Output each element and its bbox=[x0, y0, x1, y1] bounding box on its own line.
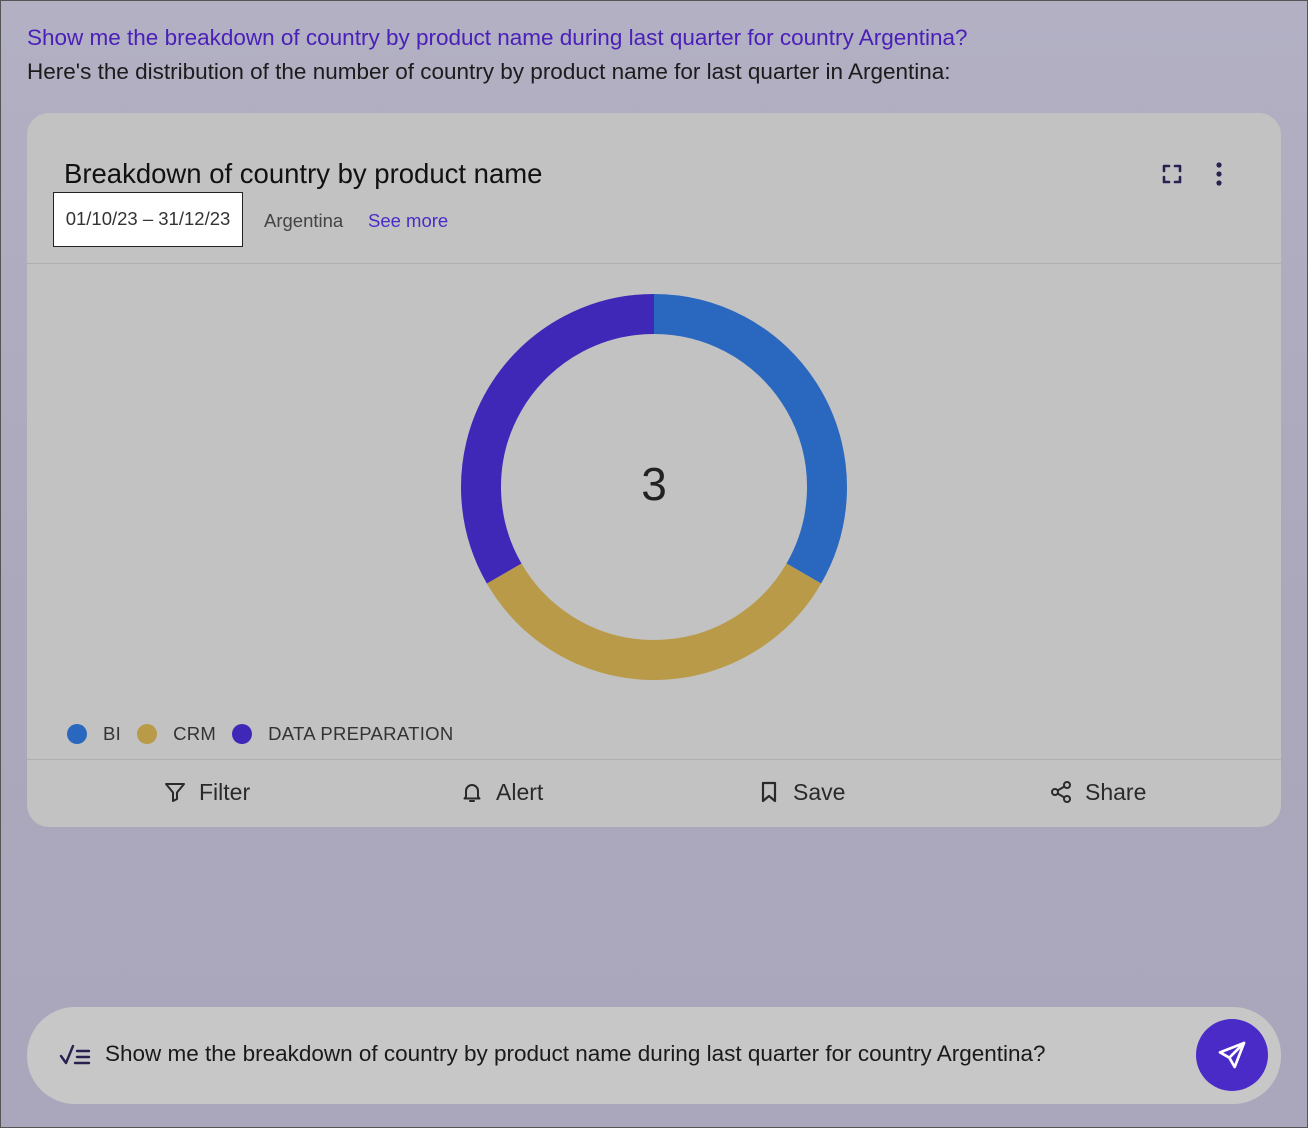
legend-item[interactable]: BI bbox=[67, 723, 121, 745]
share-label: Share bbox=[1085, 778, 1147, 805]
checklist-icon bbox=[59, 1043, 91, 1074]
share-icon bbox=[1051, 781, 1071, 803]
filter-label: Filter bbox=[199, 778, 251, 805]
filter-button[interactable]: Filter bbox=[163, 775, 250, 809]
prompt-bar: Show me the breakdown of country by prod… bbox=[27, 1007, 1281, 1104]
divider bbox=[27, 759, 1281, 760]
filter-icon bbox=[165, 783, 185, 802]
legend-item[interactable]: CRM bbox=[137, 723, 216, 745]
prompt-input[interactable]: Show me the breakdown of country by prod… bbox=[105, 1041, 1046, 1066]
more-vertical-icon[interactable] bbox=[1209, 161, 1229, 192]
alert-label: Alert bbox=[496, 778, 544, 805]
legend-label: DATA PREPARATION bbox=[268, 723, 454, 744]
expand-icon[interactable] bbox=[1160, 162, 1184, 191]
donut-center-value: 3 bbox=[641, 458, 667, 510]
divider bbox=[27, 263, 1281, 264]
donut-chart bbox=[461, 294, 847, 680]
send-icon bbox=[1218, 1041, 1246, 1069]
donut-slice-bi[interactable] bbox=[653, 294, 847, 584]
legend-swatch bbox=[232, 724, 253, 744]
legend-label: BI bbox=[103, 723, 122, 744]
share-button[interactable]: Share bbox=[1049, 775, 1146, 809]
save-label: Save bbox=[793, 778, 846, 805]
send-button[interactable] bbox=[1196, 1019, 1268, 1091]
see-more-link[interactable]: See more bbox=[368, 210, 449, 231]
legend-item[interactable]: DATA PREPARATION bbox=[232, 723, 453, 745]
bell-icon bbox=[463, 784, 481, 802]
chart-card: Breakdown of country by product name 01/… bbox=[27, 113, 1281, 827]
donut-slice-crm[interactable] bbox=[486, 563, 822, 680]
legend-swatch bbox=[137, 724, 158, 744]
alert-button[interactable]: Alert bbox=[460, 775, 543, 809]
bookmark-icon bbox=[761, 781, 777, 803]
save-button[interactable]: Save bbox=[757, 775, 845, 809]
chart-legend: BI CRM DATA PREPARATION bbox=[67, 719, 470, 749]
country-filter: Argentina bbox=[264, 210, 344, 231]
legend-swatch bbox=[67, 724, 87, 744]
card-title: Breakdown of country by product name bbox=[64, 158, 543, 189]
legend-label: CRM bbox=[173, 723, 217, 744]
donut-slice-data-preparation[interactable] bbox=[461, 294, 655, 584]
date-range[interactable]: 01/10/23 – 31/12/23 bbox=[53, 192, 243, 247]
assistant-answer: Here's the distribution of the number of… bbox=[27, 59, 951, 84]
user-question: Show me the breakdown of country by prod… bbox=[27, 25, 968, 50]
